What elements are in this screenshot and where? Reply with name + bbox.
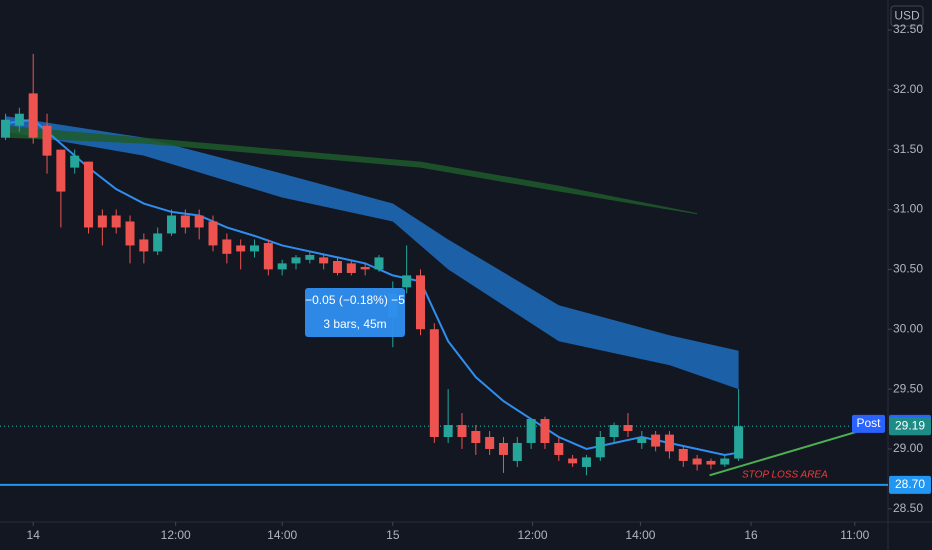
x-tick-label: 14:00 [267,528,297,542]
candle-body [360,266,370,270]
y-tick-label: 31.50 [893,142,923,156]
candle-body [664,434,674,452]
candle-body [250,245,260,252]
candle-body [429,329,439,437]
candle-body [568,458,578,464]
candle-body [540,419,550,443]
candle-body [637,436,647,443]
candle-body [595,436,605,458]
level-label: 28.70 [895,477,925,491]
candle-body [305,255,315,260]
y-tick-label: 30.50 [893,262,923,276]
candle-body [734,426,744,459]
x-tick-label: 12:00 [518,528,548,542]
x-tick-label: 11:00 [840,528,869,542]
candle-body [1,119,11,138]
candle-body [84,161,94,228]
candle-body [222,239,232,254]
candle-body [42,125,52,156]
x-tick-label: 15 [386,528,400,542]
candle-body [512,442,522,461]
candle-body [581,457,591,467]
level-name-bg [852,414,885,433]
candle-body [609,425,619,437]
candle-body [263,243,273,270]
plot: STOP LOSS AREA [0,53,888,486]
x-tick-label: 12:00 [161,528,191,542]
candle-body [139,239,149,252]
candle-body [485,436,495,449]
candle-body [167,215,177,234]
candle-body [692,458,702,465]
candle-body [706,460,716,465]
y-tick-label: 29.00 [893,441,923,455]
candle-body [291,257,301,264]
candle-body [374,257,384,270]
candle-body [471,431,481,443]
currency-box[interactable] [890,5,924,27]
candle-body [346,263,356,273]
candle-body [526,419,536,443]
measure-change: −0.05 (−0.18%) −5 [305,293,405,307]
y-tick-label: 32.00 [893,82,923,96]
level-label-bg [889,417,931,436]
candle-body [14,113,24,126]
level-label: 29.19 [895,418,925,432]
candle-body [720,458,730,465]
level-label-bg [889,475,931,494]
candle-body [415,275,425,330]
level-name: Post [856,416,881,430]
annotation: STOP LOSS AREA [742,470,828,481]
x-tick-label: 14:00 [625,528,655,542]
y-tick-label: 32.50 [893,22,923,36]
candle-body [28,93,38,138]
candle-body [153,233,163,252]
measure-span: 3 bars, 45m [323,317,386,331]
candle-body [277,263,287,270]
x-tick-label: 14 [27,528,41,542]
measure-bg [305,288,405,337]
y-tick-label: 28.50 [893,501,923,515]
candle-body [56,149,66,192]
band [5,125,698,215]
candle-body [678,448,688,461]
candle-body [319,257,329,264]
candle-body [125,221,135,246]
candle-body [498,442,508,455]
candle-body [70,155,80,168]
candle-body [236,245,246,252]
candle-body [443,425,453,437]
candle-body [97,215,107,228]
candle-body [402,275,412,288]
y-tick-label: 31.00 [893,202,923,216]
candle-body [332,261,342,273]
band [5,116,739,390]
candle-body [194,215,204,228]
candle-body [457,425,467,437]
candle-body [180,215,190,228]
trend-line [709,425,876,477]
x-tick-label: 16 [744,528,758,542]
candle-body [111,215,121,228]
currency: USD [894,9,920,23]
y-tick-label: 29.50 [893,381,923,395]
candle-body [623,425,633,432]
candle-body [208,221,218,246]
y-tick-label: 30.00 [893,321,923,335]
measure-box: −0.05 (−0.18%) −5 3 bars, 45m [305,288,405,337]
candle-body [651,434,661,447]
candle-body [554,442,564,455]
